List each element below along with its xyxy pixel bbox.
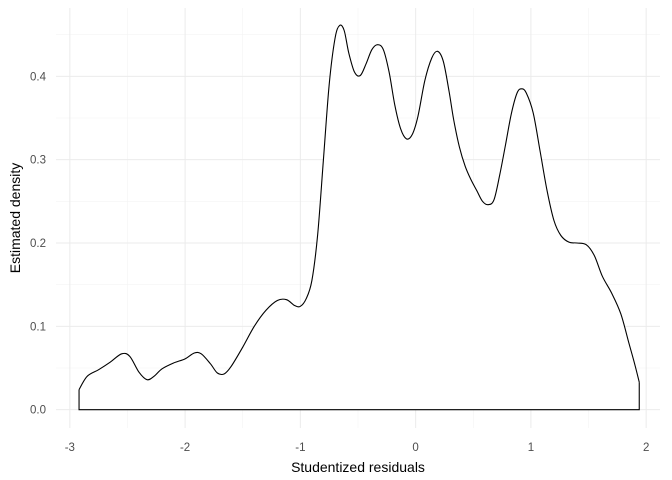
y-tick-label: 0.4	[30, 71, 47, 83]
x-tick-label: 2	[643, 442, 649, 454]
y-tick-label: 0.2	[30, 238, 46, 250]
y-tick-label: 0.3	[30, 155, 46, 167]
x-tick-label: -1	[295, 442, 305, 454]
y-tick-labels: 0.0 0.1 0.2 0.3 0.4	[30, 71, 47, 416]
x-tick-labels: -3 -2 -1 0 1 2	[65, 442, 650, 454]
x-tick-label: 0	[412, 442, 418, 454]
density-curve	[78, 24, 640, 390]
y-tick-label: 0.0	[30, 405, 46, 417]
x-tick-label: -2	[180, 442, 190, 454]
x-tick-label: 1	[528, 442, 534, 454]
x-tick-label: -3	[65, 442, 75, 454]
y-tick-label: 0.1	[30, 321, 46, 333]
density-area	[79, 25, 640, 410]
density-baseline	[78, 382, 640, 411]
x-axis-title: Studentized residuals	[291, 459, 425, 475]
y-axis-title: Estimated density	[7, 163, 23, 274]
